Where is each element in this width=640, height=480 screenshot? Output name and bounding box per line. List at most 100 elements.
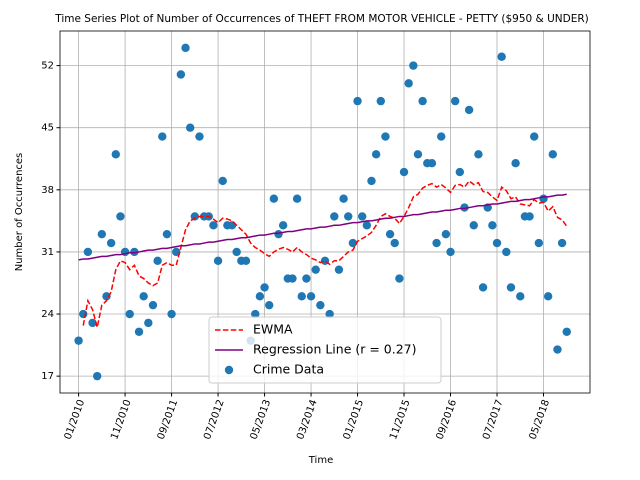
data-point (344, 212, 353, 221)
data-point (195, 132, 204, 141)
data-point (460, 203, 469, 212)
data-point (492, 238, 502, 248)
legend-label: EWMA (253, 322, 293, 337)
data-point (409, 61, 418, 70)
data-point (162, 229, 172, 239)
data-point (334, 265, 344, 274)
data-point (441, 229, 451, 239)
x-tick-label: 07/2012 (202, 398, 227, 441)
data-point (534, 238, 544, 248)
data-point (562, 327, 571, 336)
data-point (134, 327, 144, 336)
data-point (469, 221, 478, 230)
x-tick-label: 09/2011 (156, 398, 181, 441)
data-point (357, 212, 367, 221)
y-tick-label: 24 (41, 309, 54, 320)
y-tick-label: 52 (41, 61, 54, 72)
data-point (474, 150, 483, 159)
data-point (269, 194, 279, 203)
data-point (227, 221, 237, 230)
data-point (213, 256, 223, 265)
data-point (427, 159, 437, 168)
data-point (325, 309, 334, 319)
y-tick-label: 45 (41, 123, 54, 134)
data-point (376, 96, 385, 106)
data-point (339, 194, 348, 203)
data-point (446, 247, 455, 257)
data-point (181, 43, 190, 53)
data-point (525, 212, 534, 221)
data-point (404, 79, 413, 88)
data-point (464, 105, 474, 115)
data-point (111, 150, 120, 159)
data-point (218, 176, 227, 186)
x-tick-label: 05/2013 (249, 398, 274, 441)
data-point (353, 96, 362, 106)
legend-label: Regression Line (r = 0.27) (253, 342, 417, 357)
data-point (251, 309, 260, 319)
data-point (153, 256, 162, 265)
data-point (185, 123, 195, 132)
data-point (488, 221, 497, 230)
y-tick-label: 38 (41, 185, 54, 196)
data-point (130, 247, 139, 257)
data-point (530, 132, 539, 141)
data-point (144, 318, 153, 328)
data-point (478, 283, 488, 292)
data-point (330, 212, 339, 221)
data-point (432, 238, 441, 248)
data-point (102, 292, 111, 301)
data-point (437, 132, 446, 141)
data-point (97, 229, 107, 239)
data-point (92, 371, 102, 381)
data-point (455, 167, 465, 177)
data-point (278, 221, 288, 230)
x-axis-label: Time (308, 455, 333, 466)
x-tick-label: 03/2014 (295, 398, 320, 441)
data-point (316, 300, 325, 310)
data-point (362, 221, 372, 230)
data-point (167, 309, 176, 319)
y-axis-label: Number of Occurrences (14, 153, 25, 272)
series-line (78, 193, 567, 261)
data-point (418, 96, 427, 106)
data-point (255, 292, 265, 301)
data-point (385, 229, 395, 239)
data-point (302, 274, 311, 283)
plot-frame (59, 30, 591, 394)
data-point (450, 96, 460, 106)
data-point (241, 256, 251, 265)
data-point (79, 309, 88, 319)
data-point (511, 159, 520, 168)
data-point (381, 132, 390, 141)
data-point (139, 292, 148, 301)
data-point (502, 247, 511, 257)
data-point (516, 292, 525, 301)
data-point (106, 238, 116, 248)
data-point (306, 292, 316, 301)
data-point (390, 238, 399, 248)
data-point (557, 238, 567, 248)
data-point (543, 292, 553, 301)
data-point (232, 247, 241, 257)
data-point (176, 70, 186, 79)
y-tick-label: 17 (41, 371, 54, 382)
x-tick-label: 01/2015 (342, 398, 367, 441)
y-tick-label: 31 (41, 247, 54, 258)
data-point (506, 283, 516, 292)
data-point (371, 150, 381, 159)
legend-marker (224, 365, 234, 375)
data-point (297, 292, 306, 301)
data-point (292, 194, 302, 203)
data-point (348, 238, 358, 248)
data-point (125, 309, 134, 319)
data-point (83, 247, 93, 257)
data-point (265, 300, 274, 310)
data-point (548, 150, 558, 159)
x-tick-label: 11/2015 (388, 398, 413, 441)
legend-box (208, 316, 442, 384)
data-point (288, 274, 297, 283)
data-point (274, 229, 283, 239)
x-tick-label: 09/2016 (435, 398, 460, 441)
